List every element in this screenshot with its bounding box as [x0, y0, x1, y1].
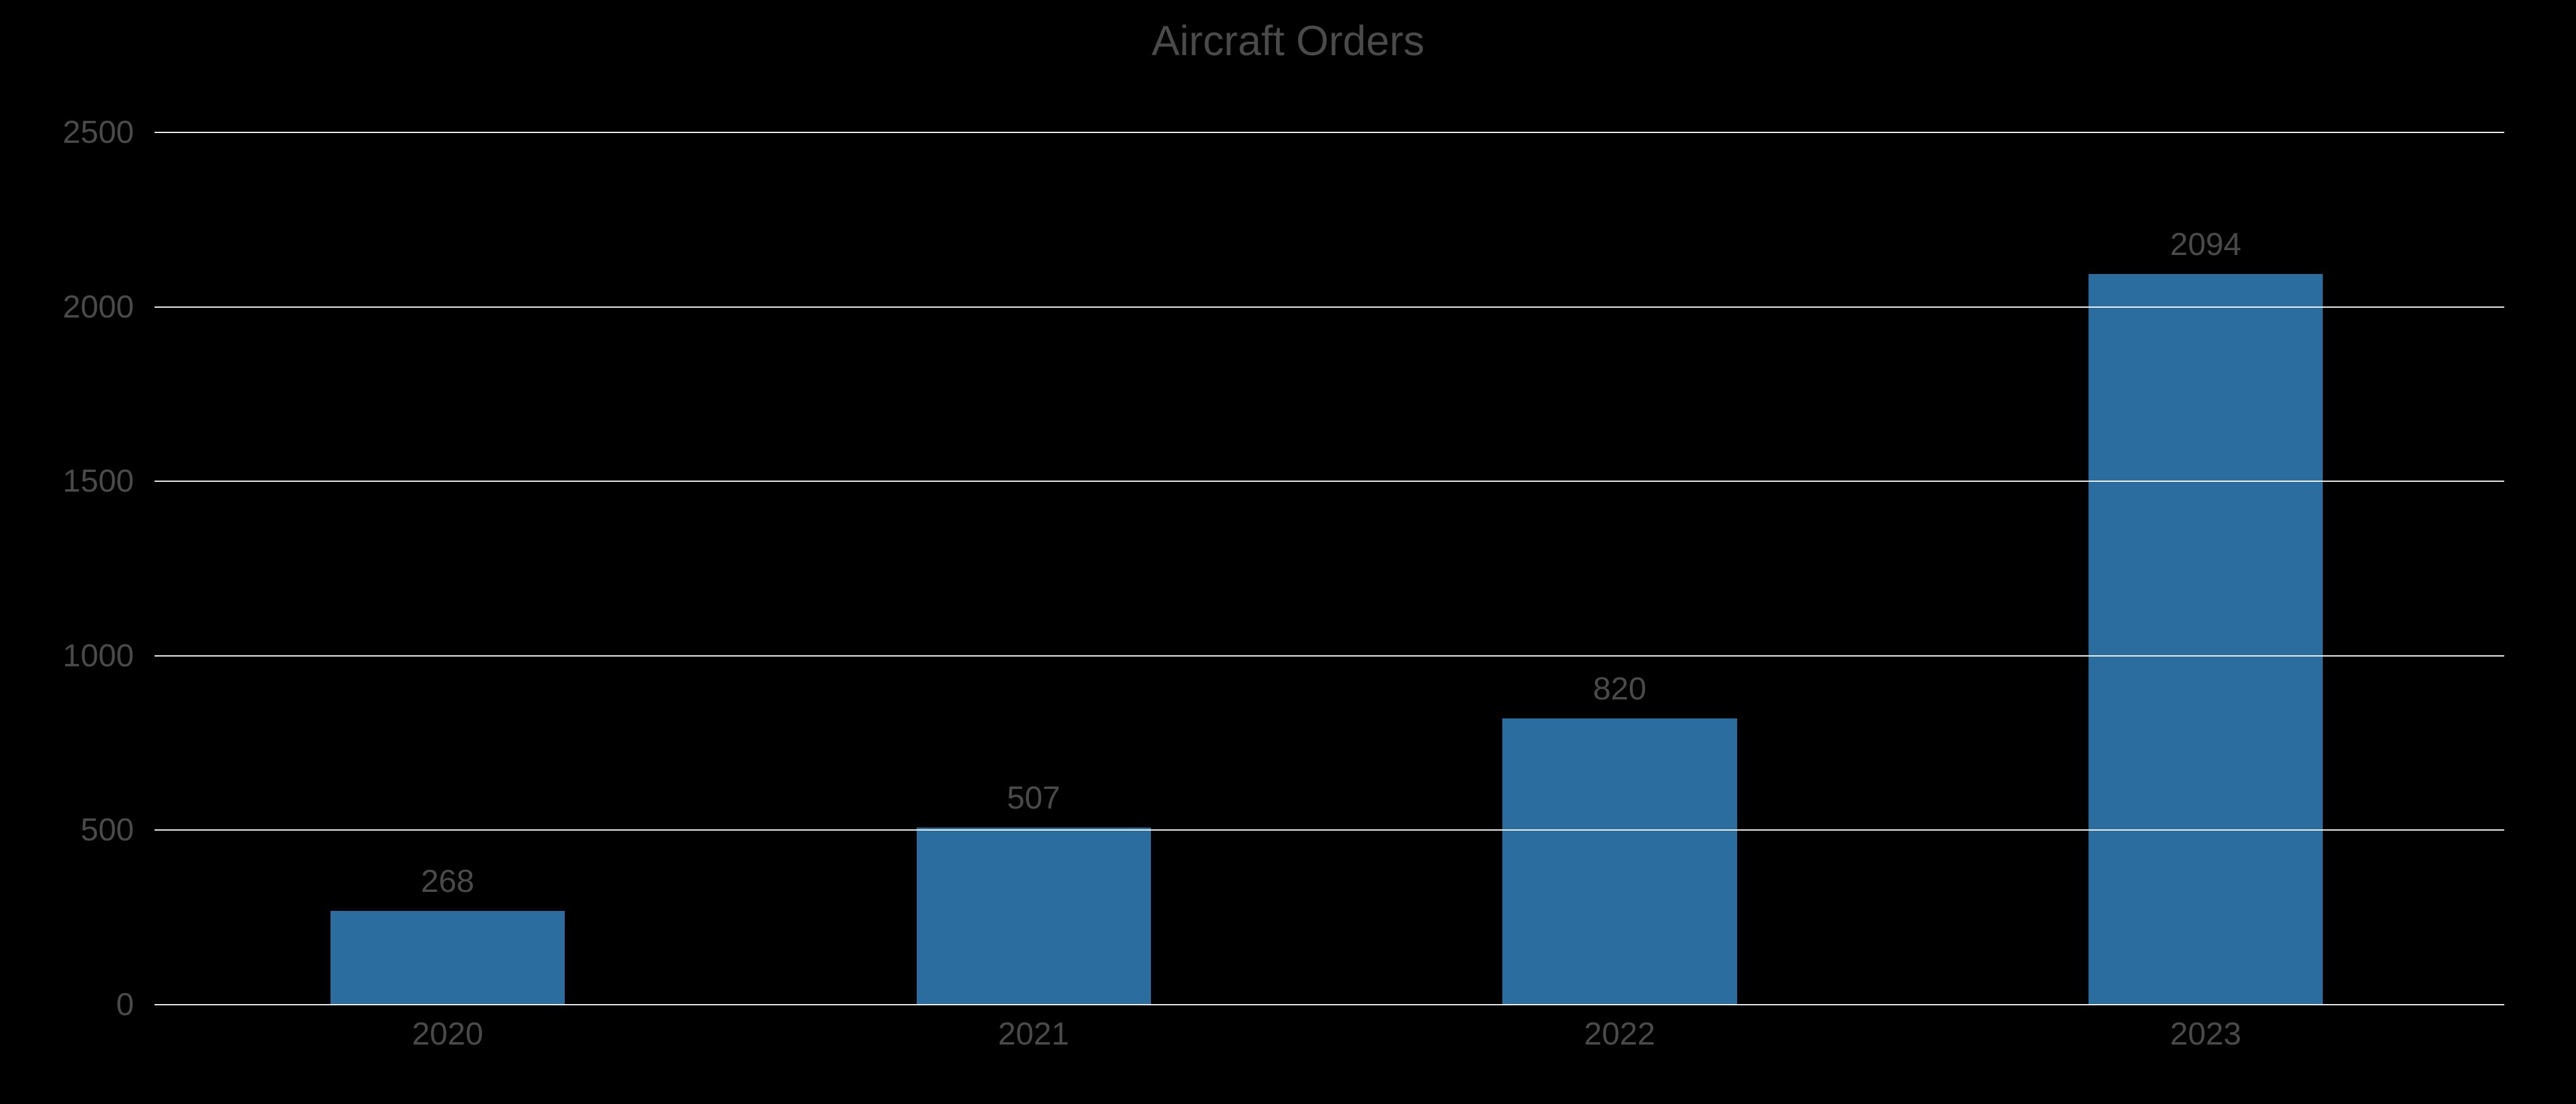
x-tick-label: 2022 [1584, 1016, 1655, 1053]
chart-title: Aircraft Orders [0, 17, 2576, 65]
y-tick-label: 0 [116, 986, 134, 1023]
bars-container: 26820205072021820202220942023 [155, 132, 2499, 1005]
grid-line [155, 481, 2499, 482]
bar: 820 [1502, 718, 1737, 1005]
bar-value-label: 507 [1007, 780, 1060, 817]
bar: 268 [331, 911, 565, 1005]
y-tick-mark [2499, 655, 2504, 657]
bar-slot: 8202022 [1327, 132, 1913, 1005]
bar-slot: 2682020 [155, 132, 741, 1005]
y-tick-label: 1500 [63, 463, 134, 500]
bar: 507 [917, 828, 1151, 1005]
y-tick-mark [2499, 481, 2504, 482]
x-tick-label: 2023 [2170, 1016, 2241, 1053]
y-tick-mark [2499, 132, 2504, 133]
x-tick-label: 2020 [412, 1016, 483, 1053]
y-tick-mark [2499, 829, 2504, 831]
bar-value-label: 820 [1593, 671, 1646, 707]
grid-line [155, 829, 2499, 831]
bar: 2094 [2089, 274, 2323, 1005]
y-tick-label: 2000 [63, 289, 134, 325]
x-tick-label: 2021 [998, 1016, 1069, 1053]
y-tick-label: 1000 [63, 638, 134, 674]
grid-line [155, 132, 2499, 133]
plot-area: 26820205072021820202220942023 [155, 132, 2499, 1005]
grid-line [155, 1004, 2499, 1005]
y-tick-mark [2499, 1004, 2504, 1005]
bar-value-label: 268 [421, 863, 474, 900]
y-tick-mark [2499, 306, 2504, 308]
grid-line [155, 306, 2499, 308]
bar-slot: 20942023 [1913, 132, 2499, 1005]
y-tick-label: 500 [80, 812, 134, 848]
grid-line [155, 655, 2499, 657]
bar-slot: 5072021 [741, 132, 1327, 1005]
y-tick-label: 2500 [63, 114, 134, 151]
aircraft-orders-chart: Aircraft Orders 268202050720218202022209… [0, 0, 2576, 1104]
bar-value-label: 2094 [2170, 226, 2241, 263]
